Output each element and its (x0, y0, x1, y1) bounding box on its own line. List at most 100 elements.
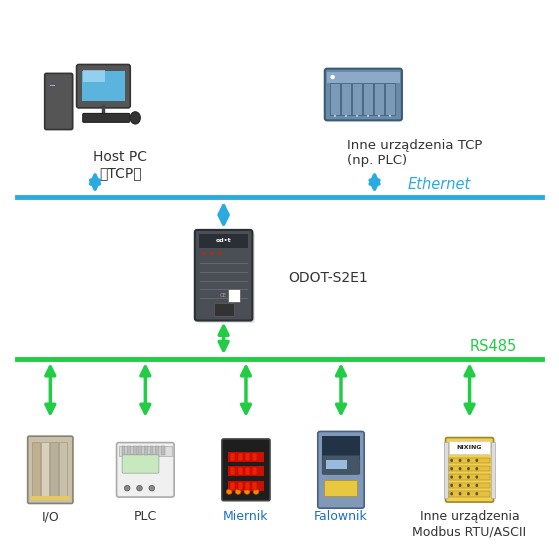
Text: ODOT-S2E1: ODOT-S2E1 (288, 271, 368, 285)
Ellipse shape (235, 489, 241, 494)
FancyBboxPatch shape (252, 481, 257, 490)
Ellipse shape (202, 252, 206, 255)
Ellipse shape (149, 485, 154, 491)
FancyBboxPatch shape (324, 480, 358, 496)
Ellipse shape (244, 489, 250, 494)
Ellipse shape (467, 467, 470, 470)
Text: PLC: PLC (134, 510, 157, 523)
FancyBboxPatch shape (122, 446, 126, 455)
FancyBboxPatch shape (327, 72, 400, 83)
FancyBboxPatch shape (228, 480, 264, 491)
FancyBboxPatch shape (238, 453, 243, 460)
FancyBboxPatch shape (449, 466, 490, 471)
Ellipse shape (458, 475, 461, 479)
FancyBboxPatch shape (199, 234, 248, 248)
FancyBboxPatch shape (32, 443, 40, 497)
FancyBboxPatch shape (59, 443, 67, 497)
FancyBboxPatch shape (245, 481, 250, 490)
Text: od•t: od•t (216, 238, 231, 243)
FancyBboxPatch shape (230, 481, 235, 490)
Ellipse shape (467, 475, 470, 479)
Ellipse shape (451, 459, 453, 462)
Ellipse shape (218, 252, 221, 255)
FancyBboxPatch shape (119, 446, 172, 456)
FancyBboxPatch shape (252, 467, 257, 475)
Text: RS485: RS485 (470, 339, 517, 354)
FancyBboxPatch shape (375, 83, 383, 115)
FancyBboxPatch shape (325, 460, 347, 469)
FancyBboxPatch shape (385, 83, 395, 115)
FancyBboxPatch shape (45, 73, 73, 130)
FancyBboxPatch shape (446, 438, 494, 502)
Ellipse shape (467, 492, 470, 495)
FancyBboxPatch shape (444, 442, 448, 498)
FancyBboxPatch shape (83, 70, 106, 82)
Text: Inne urządzenia
Modbus RTU/ASCII: Inne urządzenia Modbus RTU/ASCII (413, 510, 527, 538)
FancyBboxPatch shape (117, 443, 174, 497)
Text: I/O: I/O (41, 510, 59, 523)
FancyBboxPatch shape (238, 467, 243, 475)
FancyBboxPatch shape (195, 230, 253, 320)
Text: Ethernet: Ethernet (408, 177, 471, 192)
FancyBboxPatch shape (245, 453, 250, 460)
FancyBboxPatch shape (31, 496, 69, 500)
Ellipse shape (451, 492, 453, 495)
FancyBboxPatch shape (50, 443, 58, 497)
FancyBboxPatch shape (161, 446, 165, 455)
FancyBboxPatch shape (230, 453, 235, 460)
FancyBboxPatch shape (197, 232, 255, 322)
FancyBboxPatch shape (214, 304, 234, 316)
FancyBboxPatch shape (230, 467, 235, 475)
Ellipse shape (253, 489, 259, 494)
FancyBboxPatch shape (41, 443, 49, 497)
Ellipse shape (458, 467, 461, 470)
Ellipse shape (345, 115, 347, 117)
FancyBboxPatch shape (342, 83, 350, 115)
FancyBboxPatch shape (449, 458, 490, 463)
Ellipse shape (356, 115, 358, 117)
FancyBboxPatch shape (491, 442, 495, 498)
Text: Falownik: Falownik (314, 510, 368, 523)
Text: CE: CE (220, 294, 227, 299)
Ellipse shape (330, 75, 335, 80)
FancyBboxPatch shape (50, 85, 55, 86)
Text: Host PC
（TCP）: Host PC （TCP） (93, 150, 147, 180)
FancyBboxPatch shape (228, 466, 264, 476)
Ellipse shape (137, 485, 142, 491)
FancyBboxPatch shape (82, 71, 125, 101)
Text: Inne urządzenia TCP
(np. PLC): Inne urządzenia TCP (np. PLC) (347, 139, 482, 167)
Ellipse shape (458, 492, 461, 495)
Ellipse shape (475, 459, 478, 462)
Ellipse shape (389, 115, 391, 117)
FancyBboxPatch shape (127, 446, 131, 455)
Ellipse shape (467, 459, 470, 462)
FancyBboxPatch shape (449, 441, 490, 454)
Ellipse shape (467, 484, 470, 487)
FancyBboxPatch shape (318, 431, 364, 508)
Ellipse shape (458, 484, 461, 487)
Text: Miernik: Miernik (223, 510, 269, 523)
FancyBboxPatch shape (352, 83, 362, 115)
FancyBboxPatch shape (150, 446, 153, 455)
Ellipse shape (451, 484, 453, 487)
FancyBboxPatch shape (363, 83, 373, 115)
Ellipse shape (226, 489, 232, 494)
Ellipse shape (475, 492, 478, 495)
FancyBboxPatch shape (222, 439, 270, 500)
FancyBboxPatch shape (449, 474, 490, 480)
FancyBboxPatch shape (228, 451, 264, 461)
FancyBboxPatch shape (77, 64, 130, 108)
FancyBboxPatch shape (330, 83, 340, 115)
FancyBboxPatch shape (252, 453, 257, 460)
Ellipse shape (210, 252, 214, 255)
Ellipse shape (334, 115, 336, 117)
FancyBboxPatch shape (322, 436, 360, 460)
FancyBboxPatch shape (139, 446, 142, 455)
Ellipse shape (451, 475, 453, 479)
FancyBboxPatch shape (322, 455, 360, 474)
Ellipse shape (451, 467, 453, 470)
FancyBboxPatch shape (449, 491, 490, 497)
FancyBboxPatch shape (27, 436, 73, 504)
FancyBboxPatch shape (449, 483, 490, 488)
Text: NIXING: NIXING (457, 445, 482, 450)
